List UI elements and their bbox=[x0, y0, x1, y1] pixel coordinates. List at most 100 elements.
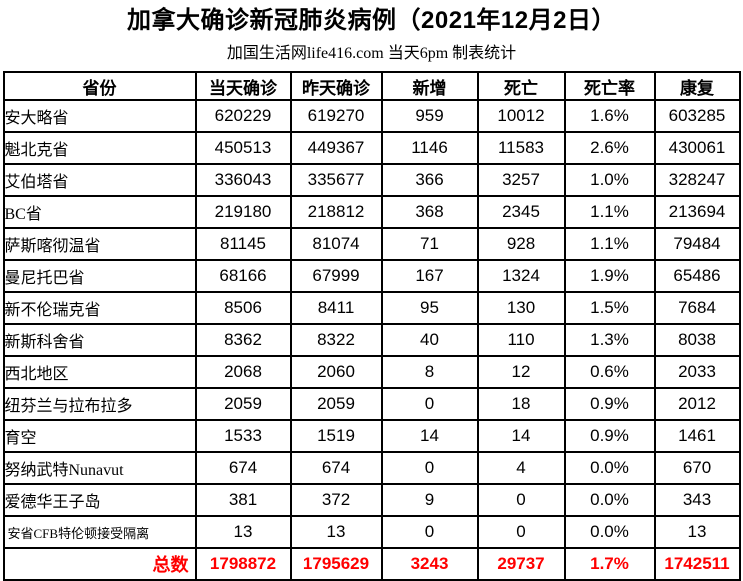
value-cell: 0 bbox=[380, 387, 479, 421]
value-cell: 4 bbox=[476, 451, 566, 485]
value-cell: 0.0% bbox=[563, 483, 656, 517]
value-cell: 14 bbox=[476, 419, 566, 453]
value-cell: 12 bbox=[476, 355, 566, 389]
table-row: 爱德华王子岛 381 372 9 0 0.0% 343 bbox=[2, 483, 741, 517]
col-header-yesterday-confirmed: 昨天确诊 bbox=[289, 71, 383, 101]
table-row: 安大略省 620229 619270 959 10012 1.6% 603285 bbox=[2, 99, 741, 133]
value-cell: 130 bbox=[476, 291, 566, 325]
value-cell: 0.6% bbox=[563, 355, 656, 389]
value-cell: 11583 bbox=[476, 131, 566, 165]
table-row: 新不伦瑞克省 8506 8411 95 130 1.5% 7684 bbox=[2, 291, 741, 325]
province-name: 西北地区 bbox=[2, 355, 197, 389]
value-cell: 0.9% bbox=[563, 419, 656, 453]
value-cell: 1.1% bbox=[563, 227, 656, 261]
value-cell: 674 bbox=[194, 451, 292, 485]
table-row: BC省 219180 218812 368 2345 1.1% 213694 bbox=[2, 195, 741, 229]
value-cell: 670 bbox=[653, 451, 741, 485]
value-cell: 381 bbox=[194, 483, 292, 517]
value-cell: 928 bbox=[476, 227, 566, 261]
value-cell: 29737 bbox=[476, 547, 566, 581]
value-cell: 3243 bbox=[380, 547, 479, 581]
value-cell: 603285 bbox=[653, 99, 741, 133]
value-cell: 1.0% bbox=[563, 163, 656, 197]
value-cell: 1742511 bbox=[653, 547, 741, 581]
value-cell: 328247 bbox=[653, 163, 741, 197]
province-name: 新不伦瑞克省 bbox=[2, 291, 197, 325]
table-row: 萨斯喀彻温省 81145 81074 71 928 1.1% 79484 bbox=[2, 227, 741, 261]
value-cell: 450513 bbox=[194, 131, 292, 165]
value-cell: 18 bbox=[476, 387, 566, 421]
value-cell: 1324 bbox=[476, 259, 566, 293]
table-row: 纽芬兰与拉布拉多 2059 2059 0 18 0.9% 2012 bbox=[2, 387, 741, 421]
province-name: 安大略省 bbox=[2, 99, 197, 133]
col-header-province: 省份 bbox=[2, 71, 197, 101]
total-label: 总数 bbox=[2, 547, 197, 581]
value-cell: 2060 bbox=[289, 355, 383, 389]
value-cell: 1795629 bbox=[289, 547, 383, 581]
province-name: BC省 bbox=[2, 195, 197, 229]
value-cell: 1.9% bbox=[563, 259, 656, 293]
value-cell: 1461 bbox=[653, 419, 741, 453]
col-header-deaths: 死亡 bbox=[476, 71, 566, 101]
value-cell: 336043 bbox=[194, 163, 292, 197]
table-header-row: 省份 当天确诊 昨天确诊 新增 死亡 死亡率 康复 bbox=[2, 71, 741, 101]
value-cell: 40 bbox=[380, 323, 479, 357]
page-subtitle: 加国生活网life416.com 当天6pm 制表统计 bbox=[226, 45, 517, 62]
value-cell: 8322 bbox=[289, 323, 383, 357]
value-cell: 8 bbox=[380, 355, 479, 389]
value-cell: 13 bbox=[653, 515, 741, 549]
value-cell: 2059 bbox=[289, 387, 383, 421]
value-cell: 0 bbox=[380, 515, 479, 549]
value-cell: 167 bbox=[380, 259, 479, 293]
value-cell: 213694 bbox=[653, 195, 741, 229]
value-cell: 65486 bbox=[653, 259, 741, 293]
value-cell: 68166 bbox=[194, 259, 292, 293]
value-cell: 0 bbox=[380, 451, 479, 485]
covid-stats-table: 省份 当天确诊 昨天确诊 新增 死亡 死亡率 康复 安大略省 620229 6192… bbox=[2, 71, 741, 581]
value-cell: 14 bbox=[380, 419, 479, 453]
value-cell: 7684 bbox=[653, 291, 741, 325]
value-cell: 219180 bbox=[194, 195, 292, 229]
value-cell: 620229 bbox=[194, 99, 292, 133]
value-cell: 67999 bbox=[289, 259, 383, 293]
value-cell: 1533 bbox=[194, 419, 292, 453]
table-row: 西北地区 2068 2060 8 12 0.6% 2033 bbox=[2, 355, 741, 389]
value-cell: 1519 bbox=[289, 419, 383, 453]
value-cell: 2012 bbox=[653, 387, 741, 421]
col-header-death-rate: 死亡率 bbox=[563, 71, 656, 101]
value-cell: 2.6% bbox=[563, 131, 656, 165]
province-name: 纽芬兰与拉布拉多 bbox=[2, 387, 197, 421]
value-cell: 79484 bbox=[653, 227, 741, 261]
value-cell: 8506 bbox=[194, 291, 292, 325]
value-cell: 1.3% bbox=[563, 323, 656, 357]
value-cell: 8038 bbox=[653, 323, 741, 357]
value-cell: 0 bbox=[476, 515, 566, 549]
value-cell: 1.1% bbox=[563, 195, 656, 229]
province-name: 爱德华王子岛 bbox=[2, 483, 197, 517]
value-cell: 0.0% bbox=[563, 515, 656, 549]
value-cell: 3257 bbox=[476, 163, 566, 197]
value-cell: 95 bbox=[380, 291, 479, 325]
table-row: 新斯科舍省 8362 8322 40 110 1.3% 8038 bbox=[2, 323, 741, 357]
value-cell: 110 bbox=[476, 323, 566, 357]
table-row: 曼尼托巴省 68166 67999 167 1324 1.9% 65486 bbox=[2, 259, 741, 293]
value-cell: 1.6% bbox=[563, 99, 656, 133]
value-cell: 343 bbox=[653, 483, 741, 517]
value-cell: 619270 bbox=[289, 99, 383, 133]
value-cell: 13 bbox=[194, 515, 292, 549]
value-cell: 430061 bbox=[653, 131, 741, 165]
col-header-new-cases: 新增 bbox=[380, 71, 479, 101]
province-name: 安省CFB特伦顿接受隔离 bbox=[2, 515, 197, 549]
value-cell: 674 bbox=[289, 451, 383, 485]
value-cell: 366 bbox=[380, 163, 479, 197]
table-row: 育空 1533 1519 14 14 0.9% 1461 bbox=[2, 419, 741, 453]
table-body: 安大略省 620229 619270 959 10012 1.6% 603285 魁北克省 45… bbox=[2, 99, 741, 581]
value-cell: 2068 bbox=[194, 355, 292, 389]
value-cell: 1146 bbox=[380, 131, 479, 165]
value-cell: 959 bbox=[380, 99, 479, 133]
table-total-row: 总数 1798872 1795629 3243 29737 1.7% 1742511 bbox=[2, 547, 741, 581]
value-cell: 2033 bbox=[653, 355, 741, 389]
value-cell: 218812 bbox=[289, 195, 383, 229]
table-row: 安省CFB特伦顿接受隔离 13 13 0 0 0.0% 13 bbox=[2, 515, 741, 549]
